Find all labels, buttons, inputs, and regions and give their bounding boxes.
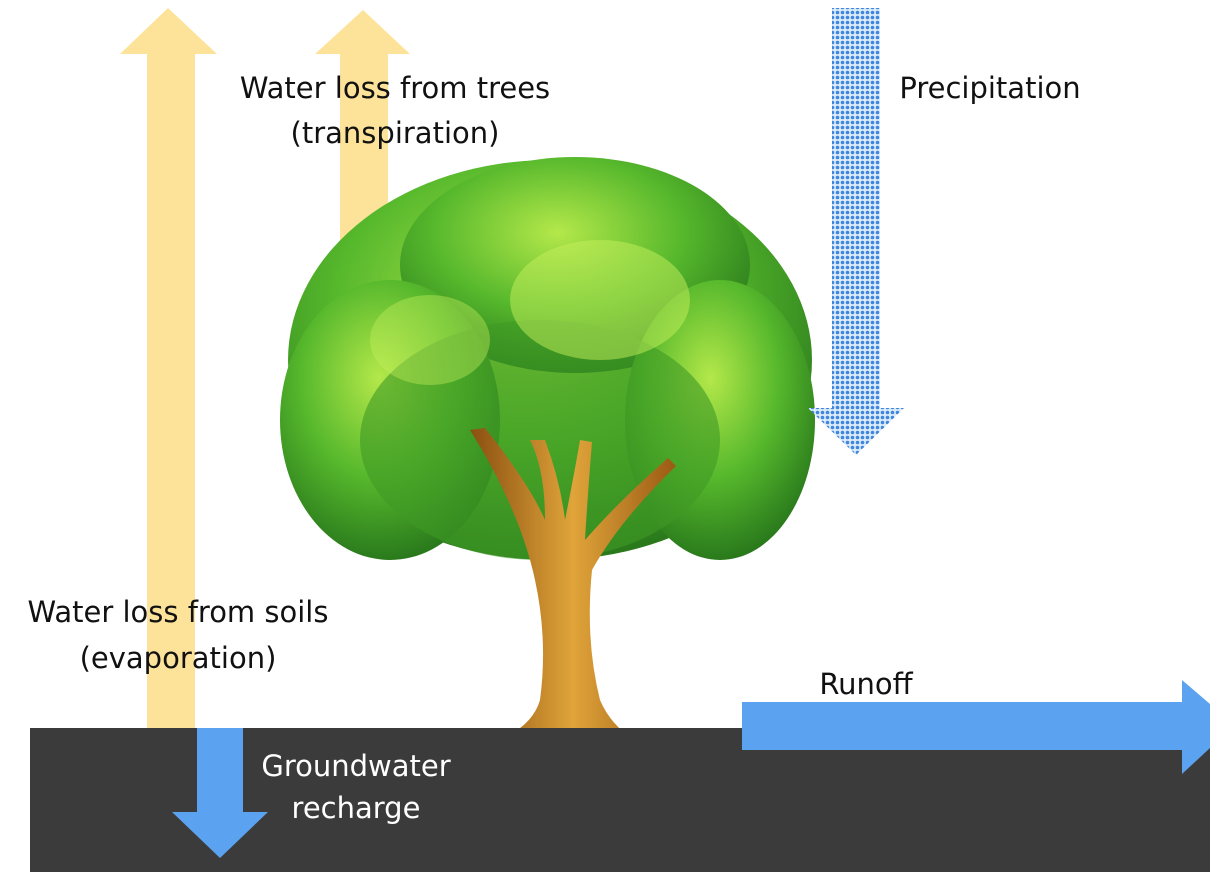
label: Water loss from trees [240, 71, 550, 105]
diagram: Water loss from trees (transpiration) Pr… [0, 0, 1210, 872]
label: Water loss from soils [28, 595, 329, 629]
page: Water loss from trees (transpiration) Pr… [0, 0, 1210, 872]
label: Runoff [819, 667, 913, 701]
label: Precipitation [899, 71, 1080, 105]
label: (transpiration) [291, 116, 500, 150]
tree [280, 157, 815, 750]
label: recharge [292, 791, 421, 825]
label: Groundwater [261, 749, 450, 783]
precipitation-arrow [808, 8, 904, 455]
label: (evaporation) [80, 641, 277, 675]
